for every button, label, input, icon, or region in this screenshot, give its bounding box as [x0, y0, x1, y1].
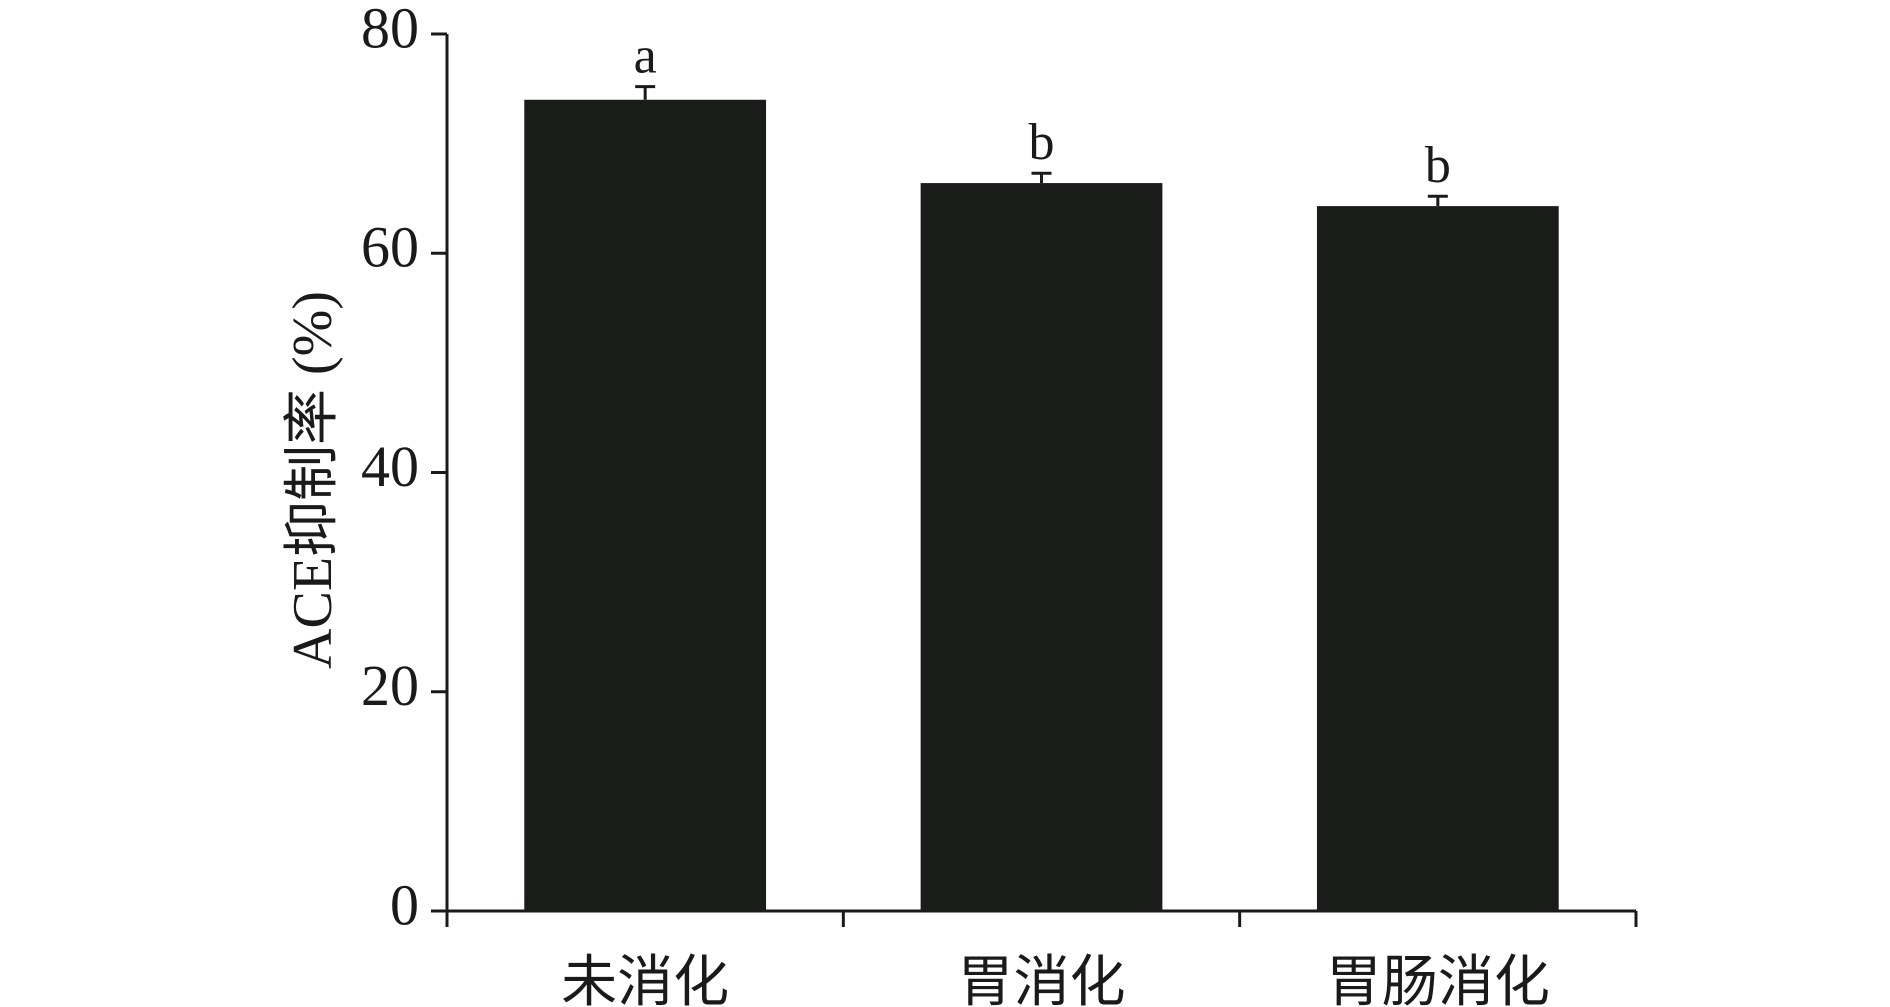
- y-tick-label: 80: [361, 0, 419, 60]
- y-tick-label: 0: [390, 872, 419, 937]
- y-tick-label: 20: [361, 653, 419, 718]
- annotation: b: [1029, 114, 1055, 171]
- error-bar: [1031, 171, 1052, 184]
- annotation: b: [1425, 137, 1451, 194]
- annotation: a: [634, 28, 657, 85]
- y-axis-label: ACE抑制率 (%): [282, 291, 344, 669]
- x-tick-label: 未消化: [561, 952, 729, 1007]
- error-bar: [1427, 194, 1448, 207]
- x-tick-label: 胃肠消化: [1326, 952, 1550, 1007]
- bar: [524, 99, 767, 911]
- error-bar: [635, 85, 656, 100]
- y-tick-label: 40: [361, 434, 419, 499]
- bar: [920, 183, 1163, 912]
- y-tick-label: 60: [361, 215, 419, 280]
- bar: [1316, 206, 1559, 911]
- x-tick-label: 胃消化: [958, 952, 1126, 1007]
